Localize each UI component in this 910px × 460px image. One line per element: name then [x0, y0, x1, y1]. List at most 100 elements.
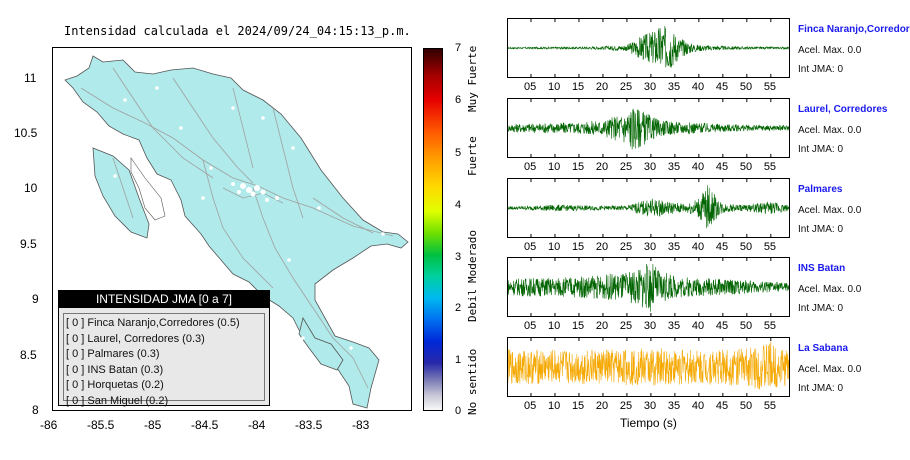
x-tick-label: 15 [571, 320, 585, 332]
x-tick-label: 05 [523, 81, 537, 93]
colorbar-tick: 6 [455, 94, 462, 106]
waveform-panel [507, 337, 790, 397]
legend-item: [ 0 ] Finca Naranjo,Corredores (0.5) [66, 317, 240, 329]
x-tick-label: 45 [715, 400, 729, 412]
x-tick-label: 15 [571, 241, 585, 253]
x-tick-label: 40 [691, 81, 705, 93]
x-tick-label: 20 [595, 320, 609, 332]
x-tick-label: 45 [715, 241, 729, 253]
x-tick-label: 30 [643, 400, 657, 412]
x-tick-label: 55 [763, 320, 777, 332]
waveform-trace [507, 185, 790, 229]
x-tick-label: 10 [547, 161, 561, 173]
x-tick-label: 20 [595, 161, 609, 173]
x-tick-label: 40 [691, 400, 705, 412]
intensity-colorbar [423, 48, 443, 411]
colorbar-tick: 4 [455, 199, 462, 211]
map-y-tick: 10 [24, 181, 38, 195]
x-tick-label: 05 [523, 241, 537, 253]
map-x-tick: -83 [352, 418, 370, 432]
colorbar-label: No sentido [466, 348, 479, 415]
map-x-tick: -84 [248, 418, 266, 432]
x-tick-label: 25 [619, 241, 633, 253]
x-tick-label: 05 [523, 320, 537, 332]
map-x-tick: -86 [40, 418, 58, 432]
station-max-accel: Acel. Max. 0.0 [798, 205, 862, 216]
station-intensity: Int JMA: 0 [798, 144, 844, 155]
legend-item: [ 0 ] Palmares (0.3) [66, 348, 160, 360]
panel-frame [507, 98, 790, 158]
x-tick-label: 35 [667, 400, 681, 412]
waveform-panel [507, 18, 790, 78]
panel-frame [507, 178, 790, 238]
x-tick-label: 10 [547, 81, 561, 93]
x-tick-label: 15 [571, 400, 585, 412]
station-max-accel: Acel. Max. 0.0 [798, 284, 862, 295]
map-y-tick: 10.5 [14, 126, 38, 140]
map-y-tick: 8.5 [20, 348, 37, 362]
station-max-accel: Acel. Max. 0.0 [798, 125, 862, 136]
x-tick-label: 55 [763, 241, 777, 253]
x-tick-label: 55 [763, 161, 777, 173]
waveform-panel [507, 98, 790, 158]
gulf-of-nicoya [130, 157, 166, 221]
colorbar-tick: 7 [455, 42, 462, 54]
x-tick-label: 35 [667, 320, 681, 332]
colorbar-label: Debil [466, 288, 479, 322]
x-tick-label: 20 [595, 400, 609, 412]
waveform-trace [507, 263, 790, 312]
station-max-accel: Acel. Max. 0.0 [798, 45, 862, 56]
x-tick-label: 50 [739, 400, 753, 412]
x-tick-label: 45 [715, 161, 729, 173]
map-y-tick: 11 [24, 71, 37, 85]
legend-list: [ 0 ] Finca Naranjo,Corredores (0.5) [ 0… [63, 313, 265, 407]
x-tick-label: 10 [547, 400, 561, 412]
map-x-tick: -85 [144, 418, 162, 432]
x-tick-label: 25 [619, 320, 633, 332]
peninsula-nicoya [92, 147, 150, 239]
station-intensity: Int JMA: 0 [798, 224, 844, 235]
x-tick-label: 55 [763, 81, 777, 93]
station-name: Finca Naranjo,Corredor [798, 24, 910, 35]
colorbar-tick: 3 [455, 251, 462, 263]
x-tick-label: 40 [691, 161, 705, 173]
land-area [64, 55, 409, 409]
x-tick-label: 25 [619, 161, 633, 173]
x-tick-label: 40 [691, 241, 705, 253]
station-intensity: Int JMA: 0 [798, 303, 844, 314]
x-tick-label: 50 [739, 81, 753, 93]
x-tick-label: 50 [739, 241, 753, 253]
legend-item: [ 0 ] San Miguel (0.2) [66, 394, 169, 407]
station-name: La Sabana [798, 343, 849, 354]
station-intensity: Int JMA: 0 [798, 64, 844, 75]
panel-frame [507, 257, 790, 317]
x-tick-label: 55 [763, 400, 777, 412]
urban-points [113, 86, 385, 350]
legend-item: [ 0 ] INS Batan (0.3) [66, 363, 164, 376]
x-tick-label: 20 [595, 241, 609, 253]
waveform-trace [507, 108, 790, 150]
legend-item: [ 0 ] Horquetas (0.2) [66, 379, 164, 391]
panel-frame [507, 337, 790, 397]
panel-frame [507, 18, 790, 78]
x-tick-label: 45 [715, 320, 729, 332]
x-tick-label: 05 [523, 161, 537, 173]
map-x-tick: -83.5 [295, 418, 323, 432]
x-tick-label: 15 [571, 161, 585, 173]
x-tick-label: 30 [643, 81, 657, 93]
x-tick-label: 35 [667, 161, 681, 173]
station-name: Laurel, Corredores [798, 104, 888, 115]
station-max-accel: Acel. Max. 0.0 [798, 364, 862, 375]
intensity-legend: INTENSIDAD JMA [0 a 7] [ 0 ] Finca Naran… [58, 290, 270, 407]
waveform-x-label: Tiempo (s) [620, 416, 677, 430]
x-tick-label: 30 [643, 241, 657, 253]
colorbar-label: Moderado [466, 230, 479, 283]
x-tick-label: 25 [619, 81, 633, 93]
waveform-trace [507, 341, 790, 390]
x-tick-label: 20 [595, 81, 609, 93]
x-tick-label: 50 [739, 320, 753, 332]
colorbar-label: Muy Fuerte [466, 45, 479, 112]
x-tick-label: 15 [571, 81, 585, 93]
colorbar-tick: 5 [455, 147, 462, 159]
x-tick-label: 10 [547, 241, 561, 253]
